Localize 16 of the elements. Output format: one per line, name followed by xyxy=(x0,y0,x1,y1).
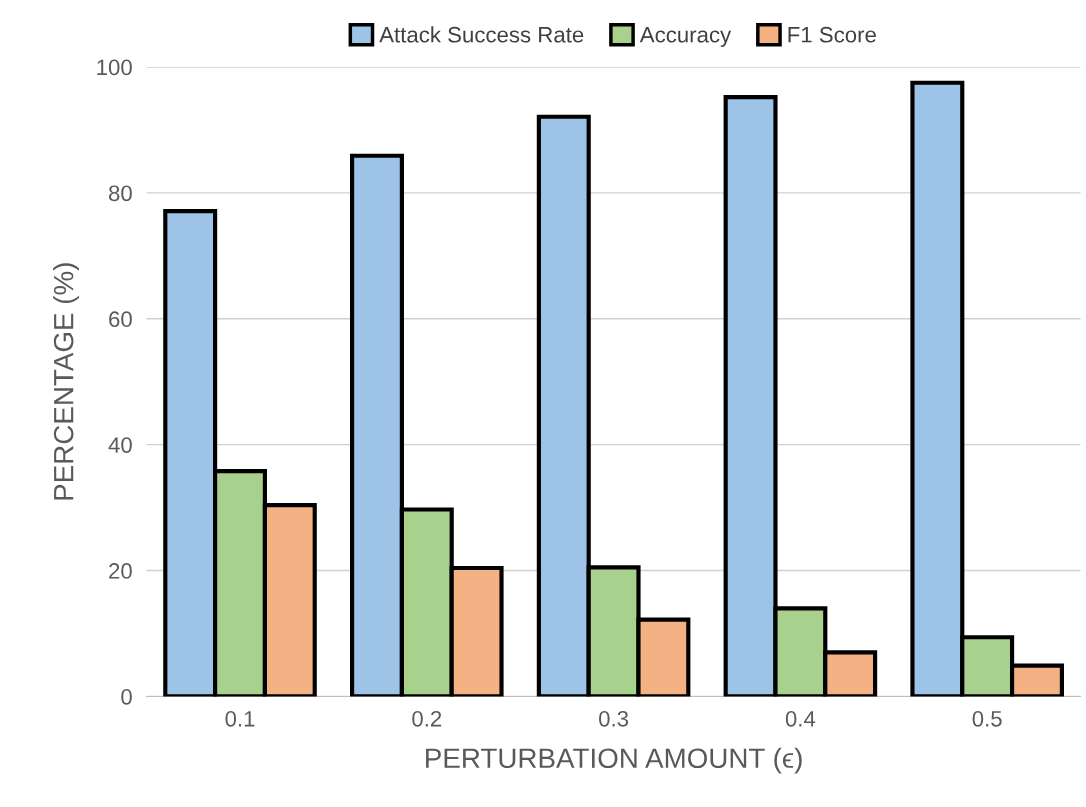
y-tick-label: 100 xyxy=(97,59,132,76)
legend-label: Attack Success Rate xyxy=(379,26,584,43)
x-tick-label: 0.2 xyxy=(412,710,442,727)
x-tick-label: 0.1 xyxy=(225,710,255,727)
x-tick-label: 0.5 xyxy=(972,710,1002,727)
y-tick-label: 80 xyxy=(108,185,132,202)
y-tick-label: 0 xyxy=(121,688,132,705)
y-tick-label: 60 xyxy=(109,311,132,328)
y-tick-label: 20 xyxy=(109,563,132,579)
legend-label: F1 Score xyxy=(788,26,876,43)
x-tick-label: 0.3 xyxy=(599,710,629,727)
x-axis-title: PERTURBATION AMOUNT (ϵ) xyxy=(426,747,802,774)
y-axis-title: PERCENTAGE (%) xyxy=(53,263,79,500)
y-tick-label: 40 xyxy=(108,437,132,453)
legend-label: Accuracy xyxy=(639,27,732,47)
x-tick-label: 0.4 xyxy=(785,710,816,727)
